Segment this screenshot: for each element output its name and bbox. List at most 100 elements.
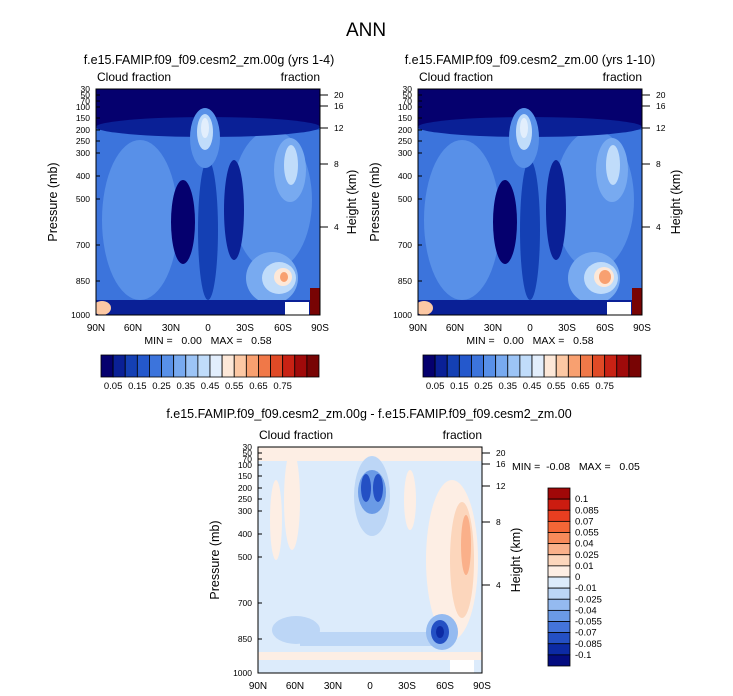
y-tick-label: 250 xyxy=(398,136,412,146)
colorbar-swatch xyxy=(628,354,642,378)
colorbar-swatch xyxy=(173,354,187,378)
y-tick-label: 300 xyxy=(76,148,90,158)
field-positive xyxy=(284,450,300,550)
colorbar-tick-label: 0.085 xyxy=(575,505,599,516)
x-tick-label: 60N xyxy=(124,323,142,334)
y-tick-label: 400 xyxy=(238,529,252,539)
y-tick-label: 50 xyxy=(403,90,413,100)
y-tick-label: 500 xyxy=(76,194,90,204)
y-axis-height: 20 16 12 8 4 xyxy=(482,448,506,590)
colorbar-tick-label: 0.45 xyxy=(201,381,220,392)
height-tick-label: 16 xyxy=(334,101,344,111)
field-low-cloud-peak xyxy=(599,270,611,284)
plot-area xyxy=(417,88,643,316)
x-tick-label: 90N xyxy=(409,323,427,334)
colorbar-swatch xyxy=(547,565,571,578)
y-tick-label: 300 xyxy=(398,148,412,158)
colorbar-swatch xyxy=(458,354,472,378)
colorbar-swatch xyxy=(197,354,211,378)
min-max-text: MIN = -0.08 MAX = 0.05 xyxy=(512,461,640,473)
x-tick-label: 90N xyxy=(87,323,105,334)
y-tick-label: 150 xyxy=(398,113,412,123)
field-negative-peak xyxy=(436,626,444,638)
field-level-0 xyxy=(224,160,244,260)
x-tick-label: 90S xyxy=(473,681,491,692)
panel-right-label: fraction xyxy=(603,70,642,84)
y-axis-label: Pressure (mb) xyxy=(368,162,382,241)
x-tick-label: 30S xyxy=(236,323,254,334)
y-tick-label: 1000 xyxy=(71,310,90,320)
y-tick-label: 700 xyxy=(398,240,412,250)
colorbar-tick-label: -0.1 xyxy=(575,650,591,661)
height-tick-label: 8 xyxy=(496,517,501,527)
x-tick-label: 90S xyxy=(633,323,651,334)
height-tick-label: 8 xyxy=(334,159,339,169)
colorbar-swatch xyxy=(185,354,199,378)
x-tick-label: 0 xyxy=(367,681,373,692)
height-tick-label: 16 xyxy=(496,459,506,469)
colorbar-swatch xyxy=(547,576,571,589)
panel-model-control: f.e15.FAMIP.f09_f09.cesm2_zm.00 (yrs 1-1… xyxy=(368,53,683,347)
x-tick-label: 90N xyxy=(249,681,267,692)
field-boundary-layer xyxy=(96,300,320,315)
colorbar-tick-label: 0.45 xyxy=(523,381,542,392)
field-level-0 xyxy=(171,180,195,264)
colorbar-swatch xyxy=(306,354,320,378)
y-axis-pressure: 30 50 70 100 150 200 250 300 400 500 700… xyxy=(393,84,422,320)
colorbar-tick-label: 0.35 xyxy=(499,381,518,392)
colorbar-swatch xyxy=(567,354,581,378)
colorbar-swatch xyxy=(209,354,223,378)
colorbar-swatch xyxy=(604,354,618,378)
colorbar-swatch xyxy=(149,354,162,378)
y-tick-label: 30 xyxy=(243,442,253,452)
y-tick-label: 150 xyxy=(76,113,90,123)
colorbar-swatch xyxy=(100,354,114,378)
panel-right-label: fraction xyxy=(443,428,482,442)
y-tick-label: 300 xyxy=(238,506,252,516)
panel-title: f.e15.FAMIP.f09_f09.cesm2_zm.00g - f.e15… xyxy=(166,407,571,421)
y-tick-label: 700 xyxy=(238,598,252,608)
field-level-1 xyxy=(198,160,218,300)
plot-area xyxy=(95,88,321,316)
colorbar-swatch xyxy=(471,354,484,378)
colorbar-swatch xyxy=(547,487,571,500)
colorbar-swatch xyxy=(547,609,571,622)
colorbar-tick-label: -0.07 xyxy=(575,628,597,639)
height-tick-label: 20 xyxy=(656,90,666,100)
colorbar-tick-label: 0.15 xyxy=(450,381,469,392)
y-tick-label: 1000 xyxy=(393,310,412,320)
x-tick-label: 60N xyxy=(286,681,304,692)
y-tick-label: 700 xyxy=(76,240,90,250)
colorbar-swatch xyxy=(547,520,571,533)
x-tick-label: 60S xyxy=(596,323,614,334)
y-axis-label: Pressure (mb) xyxy=(208,520,222,599)
colorbar-tick-label: 0.55 xyxy=(547,381,566,392)
colorbar-swatch xyxy=(547,632,571,645)
field-positive xyxy=(270,480,282,560)
x-tick-label: 30S xyxy=(398,681,416,692)
colorbar-swatch xyxy=(616,354,630,378)
field-positive xyxy=(404,470,416,530)
panel-title: f.e15.FAMIP.f09_f09.cesm2_zm.00g (yrs 1-… xyxy=(84,53,335,67)
colorbar-tick-label: 0.25 xyxy=(474,381,493,392)
colorbar-swatch xyxy=(580,354,593,378)
x-tick-label: 30N xyxy=(484,323,502,334)
colorbar-tick-label: 0.75 xyxy=(595,381,614,392)
colorbar-tick-label: 0.65 xyxy=(249,381,268,392)
colorbar-tick-label: -0.01 xyxy=(575,583,597,594)
field-missing xyxy=(607,302,631,315)
y-tick-label: 250 xyxy=(76,136,90,146)
y-tick-label: 850 xyxy=(238,634,252,644)
height-tick-label: 12 xyxy=(656,123,666,133)
field-polar-low xyxy=(96,301,111,315)
y-tick-label: 200 xyxy=(238,483,252,493)
plot-area xyxy=(257,446,483,674)
colorbar-tick-label: 0.55 xyxy=(225,381,244,392)
field-missing xyxy=(310,288,320,315)
y-axis-height: 20 16 12 8 4 xyxy=(320,90,344,232)
colorbar-tick-label: 0.35 xyxy=(177,381,196,392)
field-low-cloud-peak xyxy=(280,272,288,282)
panel-difference: f.e15.FAMIP.f09_f09.cesm2_zm.00g - f.e15… xyxy=(166,407,640,692)
colorbar-tick-label: -0.025 xyxy=(575,594,602,605)
colorbar-tick-label: 0.1 xyxy=(575,494,588,505)
